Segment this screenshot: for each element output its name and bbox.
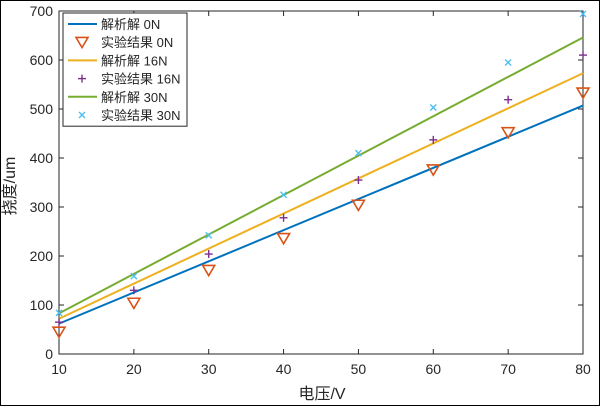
y-tick-label: 100 (30, 297, 54, 313)
data-point (575, 87, 591, 100)
legend-entry: 实验结果 16N (78, 72, 180, 87)
x-tick-label: 10 (51, 361, 67, 377)
legend: 解析解 0N 实验结果 0N 解析解 16N 实验结果 16N 解析解 30N 实验结果 … (62, 12, 188, 127)
data-point (205, 231, 213, 239)
data-point (351, 199, 366, 213)
x-tick-label: 70 (500, 361, 516, 377)
series-3 (58, 72, 584, 320)
data-point (504, 58, 512, 66)
series-line (58, 72, 584, 320)
data-point (276, 232, 291, 246)
y-tick-label: 700 (30, 3, 54, 19)
data-point (354, 149, 362, 157)
series-4 (55, 51, 587, 327)
data-point (280, 191, 288, 199)
y-tick-label: 600 (30, 52, 54, 68)
x-tick-label: 30 (201, 361, 217, 377)
series-2 (51, 87, 591, 339)
x-tick-label: 60 (425, 361, 441, 377)
series-6 (55, 10, 587, 317)
data-point (429, 104, 437, 112)
y-tick-label: 300 (30, 199, 54, 215)
x-tick-label: 40 (276, 361, 292, 377)
data-point (55, 318, 63, 327)
series-1 (58, 104, 584, 325)
legend-label: 实验结果 0N (101, 35, 173, 50)
legend-entry: 解析解 16N (68, 53, 167, 68)
data-point (504, 95, 513, 104)
data-point (429, 135, 438, 144)
y-tick-label: 200 (30, 248, 54, 264)
legend-swatch-marker (78, 74, 86, 83)
legend-entry: 实验结果 30N (78, 108, 180, 123)
data-point (129, 286, 138, 295)
data-point (204, 250, 213, 259)
series-line (58, 104, 584, 325)
data-point (130, 272, 138, 280)
legend-box (62, 12, 188, 127)
data-point (55, 309, 63, 317)
series-line (58, 36, 584, 315)
y-tick-label: 400 (30, 150, 54, 166)
data-point (279, 213, 288, 222)
x-tick-label: 20 (126, 361, 142, 377)
axes: 10 20 30 40 50 60 70 80 0 100 200 300 400 500 600 700 (30, 3, 591, 377)
legend-entry: 解析解 0N (68, 17, 160, 32)
y-tick-label: 500 (30, 101, 54, 117)
data-point (500, 126, 516, 140)
data-point (201, 264, 217, 278)
legend-label: 解析解 30N (101, 90, 167, 105)
legend-swatch-marker (78, 111, 86, 119)
legend-label: 实验结果 30N (101, 108, 180, 123)
legend-label: 解析解 0N (101, 17, 160, 32)
data-point (354, 176, 363, 185)
legend-entry: 实验结果 0N (74, 35, 173, 50)
y-tick-label: 0 (45, 346, 53, 362)
legend-swatch-marker (74, 36, 90, 50)
plot-series (51, 10, 591, 339)
legend-label: 实验结果 16N (101, 72, 180, 87)
data-point (579, 51, 587, 60)
data-point (425, 164, 441, 177)
series-5 (58, 36, 584, 315)
legend-entry: 解析解 30N (68, 90, 167, 105)
plot-box (58, 10, 584, 355)
data-point (126, 297, 142, 311)
x-axis-label: 电压/V (298, 385, 345, 403)
x-tick-label: 80 (575, 361, 591, 377)
x-tick-label: 50 (351, 361, 367, 377)
data-point (51, 326, 67, 339)
y-axis-label: 挠度/um (1, 157, 19, 216)
legend-label: 解析解 16N (101, 53, 167, 68)
data-point (579, 10, 587, 18)
